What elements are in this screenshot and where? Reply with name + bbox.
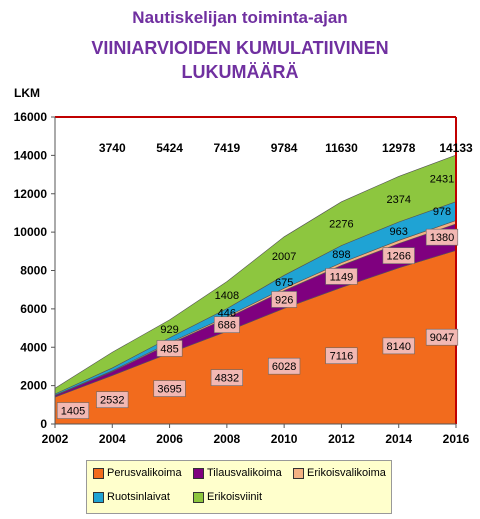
data-label-tilausvalikoima: 485 xyxy=(160,343,178,355)
chart-title-line1: Nautiskelijan toiminta-ajan xyxy=(132,8,348,27)
data-label-ruotsinlaivat: 446 xyxy=(218,308,236,320)
x-tick-label: 2010 xyxy=(271,432,298,446)
x-tick-label: 2012 xyxy=(328,432,355,446)
data-label-tilausvalikoima: 1149 xyxy=(330,271,354,283)
data-label-perusvalikoima: 7116 xyxy=(330,351,354,363)
legend-swatch xyxy=(193,467,204,479)
data-label-tilausvalikoima: 926 xyxy=(275,294,293,306)
data-label-perusvalikoima: 8140 xyxy=(386,341,410,353)
data-label-box xyxy=(156,340,183,357)
legend-swatch xyxy=(93,491,104,503)
total-labels: 3740 5424 7419 9784 11630 12978 14133 xyxy=(99,141,473,155)
data-label-box xyxy=(425,328,459,346)
legend-swatch xyxy=(293,467,304,479)
x-tick-label: 2014 xyxy=(385,432,412,446)
y-tick-label: 8000 xyxy=(20,264,47,278)
data-label-box xyxy=(210,369,243,386)
data-label-perusvalikoima: 3695 xyxy=(157,384,181,396)
data-label-ruotsinlaivat: 978 xyxy=(433,206,451,218)
y-tick-label: 14000 xyxy=(14,148,48,162)
data-label-erikoisviinit: 2007 xyxy=(272,251,296,263)
data-label-box xyxy=(271,291,298,308)
data-label-box xyxy=(56,402,90,419)
data-label-box xyxy=(325,268,358,285)
total-label: 5424 xyxy=(156,141,183,155)
data-label-box xyxy=(96,391,129,409)
chart-title-line2: VIINIARVIOIDEN KUMULATIIVINEN LUKUMÄÄRÄ xyxy=(0,36,480,84)
data-labels: 1405 2532 3695 4832 6028 7116 8140 9047 485 686 92… xyxy=(56,173,459,419)
data-label-tilausvalikoima: 686 xyxy=(218,320,236,332)
y-tick-label: 6000 xyxy=(20,302,47,316)
legend-label: Perusvalikoima xyxy=(107,467,182,479)
data-label-ruotsinlaivat: 675 xyxy=(275,277,293,289)
legend-label: Erikoisvalikoima xyxy=(307,467,386,479)
legend-label: Erikoisviinit xyxy=(207,491,263,503)
x-tick-label: 2002 xyxy=(42,432,69,446)
data-label-box xyxy=(325,347,358,365)
total-label: 3740 xyxy=(99,141,126,155)
data-label-perusvalikoima: 4832 xyxy=(215,373,239,385)
axes: 0 2000 4000 6000 8000 10000 12000 14000 16000 200… xyxy=(14,110,470,446)
y-tick-label: 12000 xyxy=(14,187,48,201)
data-label-erikoisviinit: 2374 xyxy=(386,194,410,206)
data-label-perusvalikoima: 1405 xyxy=(61,406,85,418)
data-label-box xyxy=(382,247,415,264)
data-label-tilausvalikoima: 1266 xyxy=(386,251,410,263)
chart-title-line3-text: LUKUMÄÄRÄ xyxy=(181,62,299,82)
total-label: 7419 xyxy=(214,141,241,155)
data-label-ruotsinlaivat: 963 xyxy=(390,226,408,238)
data-label-erikoisviinit: 929 xyxy=(160,324,178,336)
legend-label: Ruotsinlaivat xyxy=(107,491,170,503)
x-tick-label: 2006 xyxy=(156,432,183,446)
data-label-perusvalikoima: 6028 xyxy=(272,361,296,373)
y-axis-label: LKM xyxy=(14,86,40,100)
data-label-perusvalikoima: 9047 xyxy=(430,332,454,344)
y-tick-label: 0 xyxy=(40,417,47,431)
x-tick-label: 2016 xyxy=(443,432,470,446)
total-label: 11630 xyxy=(325,141,358,155)
legend-item-tilausvalikoima: Tilausvalikoima xyxy=(193,467,282,479)
legend-swatch xyxy=(93,467,104,479)
data-label-erikoisviinit: 2431 xyxy=(430,173,454,185)
legend-item-erikoisviinit: Erikoisviinit xyxy=(193,491,262,503)
data-label-ruotsinlaivat: 898 xyxy=(332,249,350,261)
y-tick-label: 4000 xyxy=(20,340,47,354)
y-tick-label: 10000 xyxy=(14,225,48,239)
legend-item-ruotsinlaivat: Ruotsinlaivat xyxy=(93,491,170,503)
data-label-box xyxy=(382,337,415,355)
data-label-tilausvalikoima: 1380 xyxy=(430,232,454,244)
data-label-box xyxy=(153,380,186,397)
data-label-erikoisviinit: 1408 xyxy=(215,290,239,302)
y-tick-label: 2000 xyxy=(20,379,47,393)
legend-swatch xyxy=(193,491,204,503)
legend-item-erikoisvalikoima: Erikoisvalikoima xyxy=(293,467,386,479)
total-label: 14133 xyxy=(439,141,473,155)
y-tick-label: 16000 xyxy=(14,110,48,124)
data-label-box xyxy=(425,228,459,246)
legend-label: Tilausvalikoima xyxy=(207,467,282,479)
data-label-box xyxy=(213,316,240,334)
x-tick-label: 2004 xyxy=(99,432,126,446)
legend-item-perusvalikoima: Perusvalikoima xyxy=(93,467,182,479)
legend: Perusvalikoima Tilausvalikoima Erikoisvali… xyxy=(86,460,392,514)
data-label-box xyxy=(268,357,301,375)
total-label: 12978 xyxy=(382,141,416,155)
data-label-erikoisviinit: 2276 xyxy=(329,219,353,231)
data-label-perusvalikoima: 2532 xyxy=(100,395,124,407)
chart-title-line2-text: VIINIARVIOIDEN KUMULATIIVINEN xyxy=(91,38,389,58)
total-label: 9784 xyxy=(271,141,298,155)
x-tick-label: 2008 xyxy=(214,432,241,446)
